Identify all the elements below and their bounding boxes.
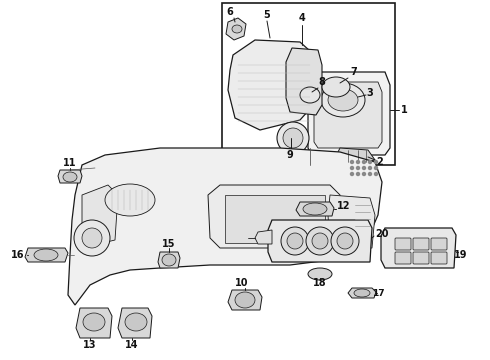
Polygon shape bbox=[58, 170, 82, 183]
Ellipse shape bbox=[312, 233, 328, 249]
Text: 4: 4 bbox=[298, 13, 305, 23]
Ellipse shape bbox=[306, 227, 334, 255]
Circle shape bbox=[363, 161, 366, 163]
Ellipse shape bbox=[331, 227, 359, 255]
Text: 17: 17 bbox=[372, 288, 384, 297]
Ellipse shape bbox=[287, 233, 303, 249]
Polygon shape bbox=[328, 195, 375, 250]
Circle shape bbox=[374, 172, 377, 176]
Polygon shape bbox=[335, 148, 375, 163]
Ellipse shape bbox=[277, 122, 309, 154]
Bar bbox=[225, 195, 325, 243]
Ellipse shape bbox=[235, 292, 255, 308]
Circle shape bbox=[368, 166, 371, 170]
Ellipse shape bbox=[321, 83, 365, 117]
Polygon shape bbox=[286, 48, 322, 115]
Circle shape bbox=[350, 166, 353, 170]
Ellipse shape bbox=[300, 87, 320, 103]
FancyBboxPatch shape bbox=[431, 252, 447, 264]
Ellipse shape bbox=[303, 203, 327, 215]
Text: 7: 7 bbox=[351, 67, 357, 77]
Polygon shape bbox=[268, 220, 372, 262]
Text: 8: 8 bbox=[318, 77, 325, 87]
Circle shape bbox=[350, 161, 353, 163]
Text: 19: 19 bbox=[454, 250, 468, 260]
Text: 3: 3 bbox=[367, 88, 373, 98]
Circle shape bbox=[368, 161, 371, 163]
Ellipse shape bbox=[105, 184, 155, 216]
Polygon shape bbox=[348, 288, 376, 298]
Text: 18: 18 bbox=[313, 278, 327, 288]
Circle shape bbox=[363, 166, 366, 170]
Polygon shape bbox=[308, 72, 390, 155]
Ellipse shape bbox=[328, 89, 358, 111]
Text: 10: 10 bbox=[235, 278, 249, 288]
FancyBboxPatch shape bbox=[395, 238, 411, 250]
Polygon shape bbox=[255, 230, 272, 244]
Text: 9: 9 bbox=[287, 150, 294, 160]
Circle shape bbox=[368, 172, 371, 176]
Text: 16: 16 bbox=[11, 250, 25, 260]
Circle shape bbox=[374, 166, 377, 170]
Text: 5: 5 bbox=[264, 10, 270, 20]
Polygon shape bbox=[381, 228, 456, 268]
Ellipse shape bbox=[281, 227, 309, 255]
Text: 6: 6 bbox=[227, 7, 233, 17]
Ellipse shape bbox=[34, 249, 58, 261]
Polygon shape bbox=[82, 185, 118, 248]
Circle shape bbox=[357, 166, 360, 170]
Polygon shape bbox=[76, 308, 112, 338]
Ellipse shape bbox=[354, 289, 370, 297]
Ellipse shape bbox=[74, 220, 110, 256]
FancyBboxPatch shape bbox=[395, 252, 411, 264]
Ellipse shape bbox=[232, 25, 242, 33]
FancyBboxPatch shape bbox=[413, 252, 429, 264]
Ellipse shape bbox=[162, 254, 176, 266]
Text: 11: 11 bbox=[63, 158, 77, 168]
Text: 13: 13 bbox=[83, 340, 97, 350]
Ellipse shape bbox=[83, 313, 105, 331]
Ellipse shape bbox=[308, 268, 332, 280]
Ellipse shape bbox=[283, 128, 303, 148]
Polygon shape bbox=[314, 82, 382, 148]
Circle shape bbox=[357, 172, 360, 176]
Bar bbox=[222, 3, 395, 165]
FancyBboxPatch shape bbox=[431, 238, 447, 250]
Polygon shape bbox=[228, 290, 262, 310]
FancyBboxPatch shape bbox=[413, 238, 429, 250]
Polygon shape bbox=[68, 148, 382, 305]
Polygon shape bbox=[118, 308, 152, 338]
Ellipse shape bbox=[125, 313, 147, 331]
Circle shape bbox=[350, 172, 353, 176]
Polygon shape bbox=[208, 185, 342, 248]
Text: 12: 12 bbox=[337, 201, 351, 211]
Polygon shape bbox=[226, 18, 246, 40]
Text: 15: 15 bbox=[162, 239, 176, 249]
Text: 14: 14 bbox=[125, 340, 139, 350]
Polygon shape bbox=[25, 248, 68, 262]
Ellipse shape bbox=[322, 77, 350, 97]
Circle shape bbox=[374, 161, 377, 163]
Ellipse shape bbox=[337, 233, 353, 249]
Polygon shape bbox=[158, 252, 180, 268]
Ellipse shape bbox=[82, 228, 102, 248]
Text: 2: 2 bbox=[377, 157, 383, 167]
Polygon shape bbox=[228, 40, 320, 130]
Text: 20: 20 bbox=[375, 229, 389, 239]
Circle shape bbox=[357, 161, 360, 163]
Ellipse shape bbox=[63, 172, 77, 182]
Circle shape bbox=[363, 172, 366, 176]
Text: 1: 1 bbox=[401, 105, 407, 115]
Polygon shape bbox=[296, 202, 334, 216]
